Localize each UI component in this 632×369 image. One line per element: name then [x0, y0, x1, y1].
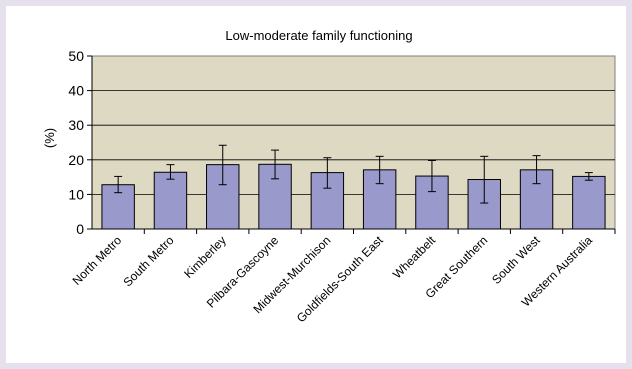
y-axis-label: (%): [42, 128, 57, 148]
chart-frame: Low-moderate family functioning (%) 0 10 2…: [6, 6, 626, 363]
x-tick-label: Wheatbelt: [390, 233, 439, 282]
bar-chart: Low-moderate family functioning (%) 0 10 2…: [42, 28, 616, 325]
y-tick-label: 30: [68, 117, 84, 133]
y-tick-label: 10: [68, 186, 84, 202]
x-tick-label: Kimberley: [181, 233, 229, 281]
y-tick-label: 50: [68, 48, 84, 64]
bar: [572, 175, 606, 230]
chart-title: Low-moderate family functioning: [225, 28, 412, 43]
y-tick-label: 40: [68, 83, 84, 99]
x-tick-label: South Metro: [120, 233, 176, 289]
x-tick-label: Goldfields-South East: [294, 233, 386, 325]
bar: [153, 171, 188, 230]
x-tick-label: South West: [489, 233, 543, 287]
y-tick-label: 0: [76, 221, 84, 237]
x-tick-label: North Metro: [70, 233, 125, 288]
y-tick-label: 20: [68, 152, 84, 168]
